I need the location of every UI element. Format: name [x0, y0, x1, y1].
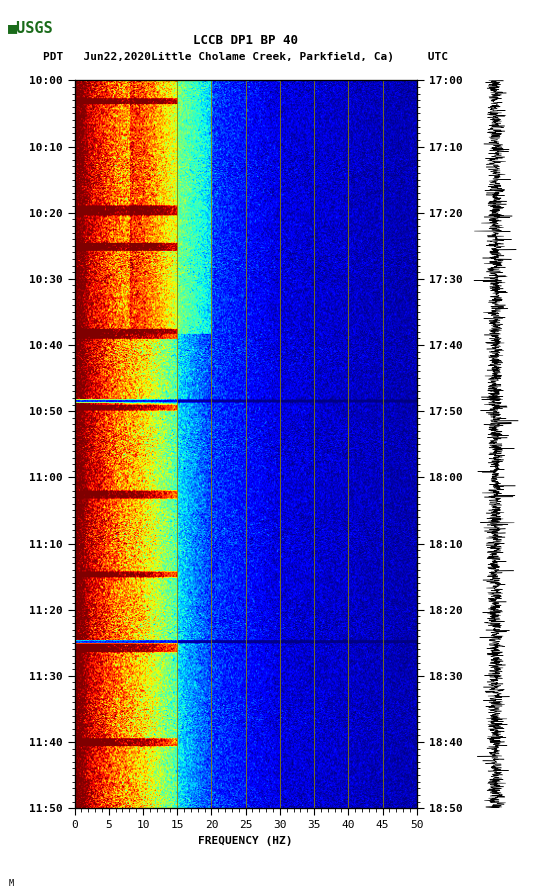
- Text: M: M: [8, 879, 13, 888]
- X-axis label: FREQUENCY (HZ): FREQUENCY (HZ): [198, 836, 293, 846]
- Text: LCCB DP1 BP 40: LCCB DP1 BP 40: [193, 34, 298, 46]
- Text: PDT   Jun22,2020Little Cholame Creek, Parkfield, Ca)     UTC: PDT Jun22,2020Little Cholame Creek, Park…: [43, 52, 448, 63]
- Text: ■USGS: ■USGS: [8, 20, 54, 35]
